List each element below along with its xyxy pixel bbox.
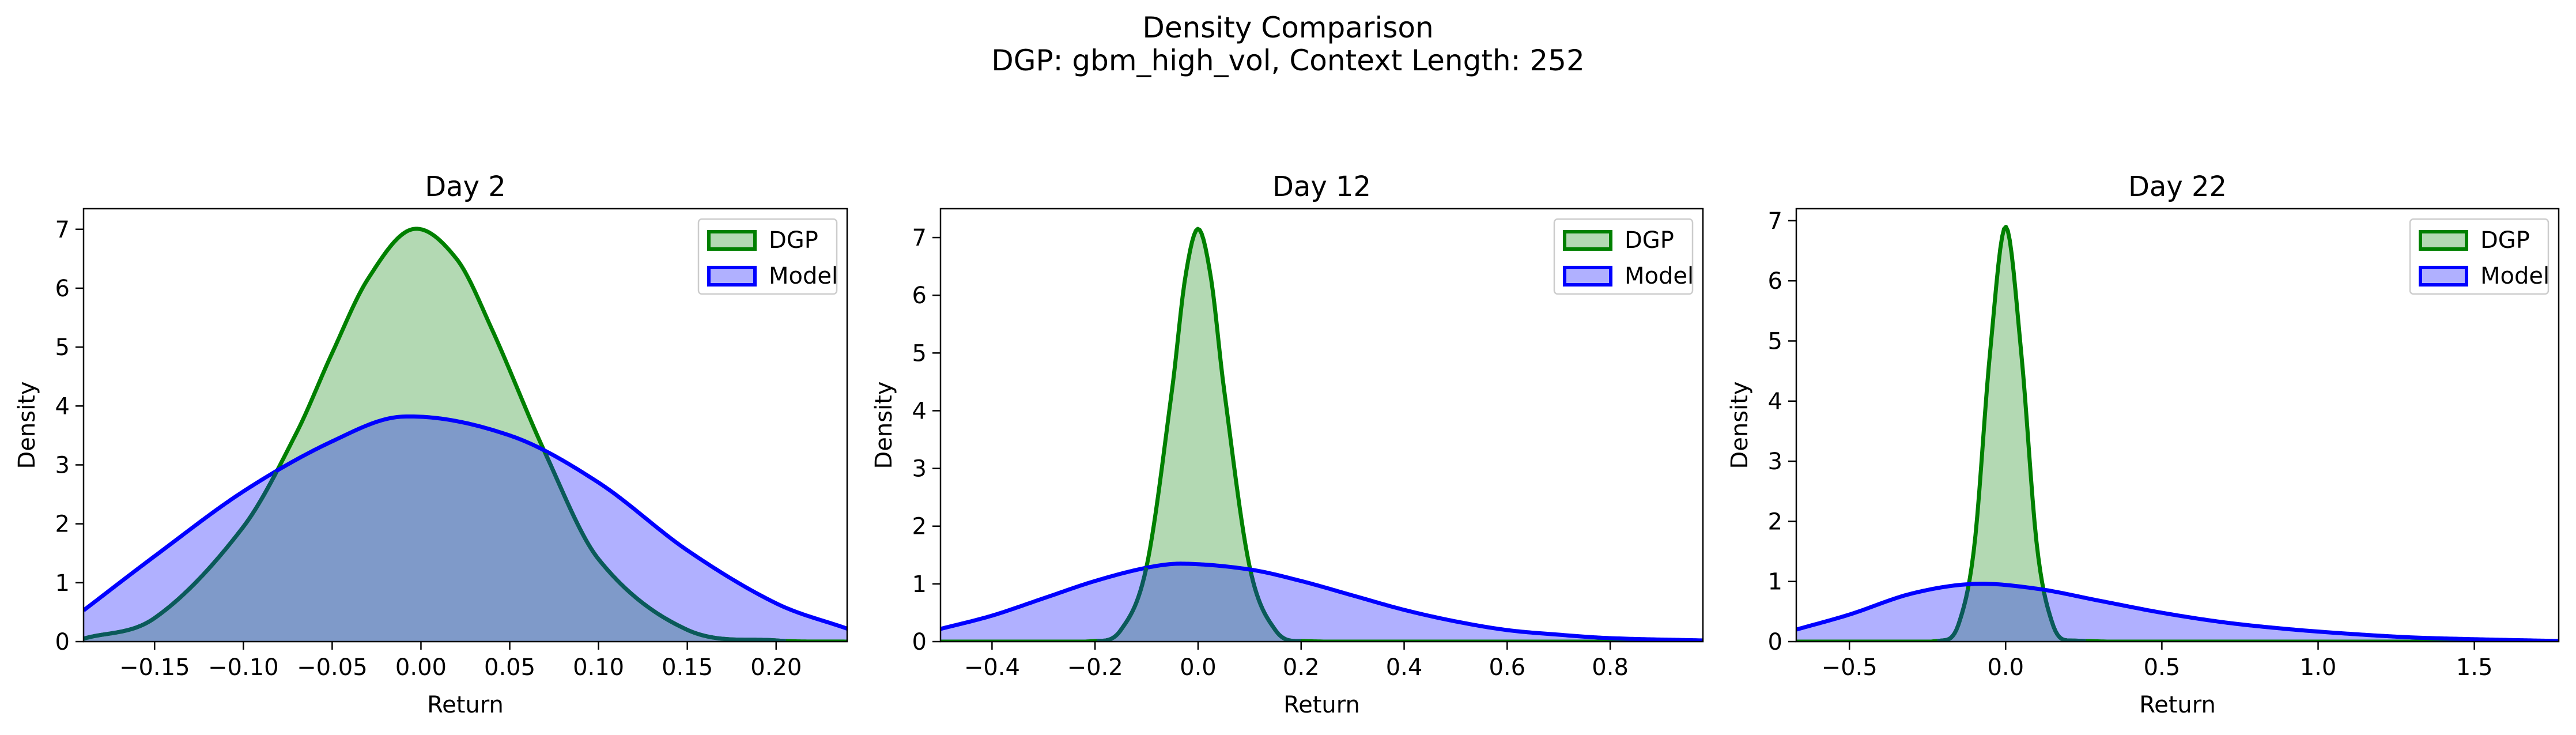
y-tick-label: 6 (1768, 268, 1782, 295)
panel-title: Day 22 (2128, 171, 2227, 203)
figure-subtitle: DGP: gbm_high_vol, Context Length: 252 (991, 44, 1585, 77)
x-tick-label: −0.15 (119, 654, 190, 681)
y-tick-label: 4 (912, 398, 927, 424)
chart-panel-2: −0.4 −0.2 0.0 0.2 0.4 0.6 0.8 0 1 2 3 4 5 6 7 Day 12 Ret… (871, 171, 1704, 718)
x-tick-label: −0.4 (964, 654, 1020, 681)
y-tick-label: 1 (55, 570, 70, 597)
dgp-legend-label: DGP (2480, 227, 2530, 254)
axes-frame (939, 208, 1704, 643)
x-tick-label: 0.4 (1386, 654, 1423, 681)
x-tick-label: 0.0 (1180, 654, 1217, 681)
y-tick-label: 7 (912, 225, 927, 251)
chart-panels: −0.15 −0.10 −0.05 0.00 0.05 0.10 0.15 0.2001234… (14, 171, 2560, 718)
y-tick-label: 0 (55, 629, 70, 655)
y-tick-label: 7 (55, 217, 70, 243)
y-tick-label: 4 (1768, 389, 1782, 415)
x-axis-label: Return (427, 692, 504, 718)
dgp-density-line-overlap (1937, 589, 2086, 642)
y-tick-label: 0 (1768, 629, 1782, 655)
x-tick-label: 0.2 (1283, 654, 1320, 681)
x-tick-label: 0.00 (395, 654, 447, 681)
x-tick-label: 0.10 (573, 654, 624, 681)
plot-area (1796, 224, 2559, 642)
panel-title: Day 12 (1272, 171, 1371, 203)
y-axis-label: Density (14, 381, 40, 469)
y-axis-label: Density (1727, 381, 1753, 469)
y-tick-label: 7 (1768, 208, 1782, 235)
chart-panel-3: −0.5 0.0 0.5 1.0 1.5 0 1 2 3 4 5 6 7 Day 22 Return Dens… (1727, 171, 2560, 718)
model-density-line (940, 561, 1703, 642)
overlap-density-fill (940, 563, 1703, 642)
dgp-legend-swatch (707, 230, 757, 251)
y-tick-label: 3 (912, 456, 927, 483)
y-tick-label: 6 (912, 282, 927, 309)
dgp-legend-label: DGP (769, 227, 818, 254)
x-tick-label: −0.05 (297, 654, 368, 681)
overlap-density-fill (1796, 583, 2559, 642)
model-legend-swatch (2419, 266, 2468, 287)
model-density-line (84, 414, 847, 631)
dgp-legend-swatch (1563, 230, 1612, 251)
figure-title: Density Comparison (1142, 11, 1433, 44)
y-tick-label: 1 (1768, 569, 1782, 595)
dgp-density-line-overlap (84, 453, 787, 642)
x-tick-label: 0.5 (2144, 654, 2181, 681)
dgp-legend-label: DGP (1625, 227, 1674, 254)
legend: DGP Model (2409, 218, 2549, 295)
axes-frame (1795, 208, 2560, 643)
y-tick-label: 2 (912, 514, 927, 540)
model-density-line (1796, 582, 2559, 642)
dgp-legend-swatch (2419, 230, 2468, 251)
x-axis-label: Return (1283, 692, 1360, 718)
x-tick-label: 0.15 (662, 654, 713, 681)
x-tick-label: 1.5 (2456, 654, 2493, 681)
y-tick-label: 1 (912, 571, 927, 598)
x-tick-label: 0.05 (484, 654, 535, 681)
legend: DGP Model (697, 218, 838, 295)
model-legend-label: Model (769, 263, 838, 289)
x-tick-label: 0.8 (1592, 654, 1629, 681)
y-tick-label: 5 (912, 340, 927, 367)
x-tick-label: 0.20 (750, 654, 802, 681)
y-tick-label: 2 (55, 511, 70, 538)
plot-area (84, 227, 847, 642)
x-tick-label: −0.5 (1822, 654, 1878, 681)
legend: DGP Model (1553, 218, 1694, 295)
x-tick-label: −0.2 (1067, 654, 1123, 681)
y-tick-label: 3 (1768, 448, 1782, 475)
axes-frame (82, 208, 848, 643)
dgp-density-line-overlap (1097, 567, 1301, 642)
x-tick-label: 0.6 (1489, 654, 1525, 681)
x-tick-label: 0.0 (1987, 654, 2024, 681)
x-tick-label: −0.10 (208, 654, 279, 681)
y-tick-label: 3 (55, 452, 70, 478)
y-tick-label: 5 (1768, 328, 1782, 355)
y-axis-label: Density (871, 381, 897, 469)
panel-title: Day 2 (425, 171, 506, 203)
y-tick-label: 0 (912, 629, 927, 655)
model-legend-swatch (707, 266, 757, 287)
y-tick-label: 2 (1768, 508, 1782, 535)
y-tick-label: 6 (55, 276, 70, 302)
model-legend-swatch (1563, 266, 1612, 287)
model-legend-label: Model (1625, 263, 1694, 289)
overlap-density-fill (84, 416, 847, 642)
model-legend-label: Model (2480, 263, 2549, 289)
y-tick-label: 4 (55, 393, 70, 420)
dgp-density-fill (1796, 227, 2559, 642)
y-tick-label: 5 (55, 334, 70, 361)
x-axis-label: Return (2139, 692, 2216, 718)
x-tick-label: 1.0 (2300, 654, 2337, 681)
chart-panel-1: −0.15 −0.10 −0.05 0.00 0.05 0.10 0.15 0.20 0 1 2 3 4… (14, 171, 848, 718)
